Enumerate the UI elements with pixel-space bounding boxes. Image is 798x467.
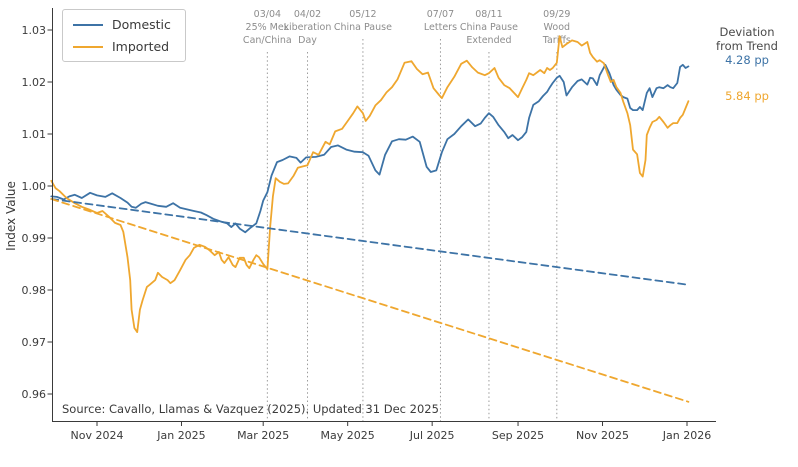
event-description-line: 25% Mex <box>245 22 290 33</box>
legend-label-domestic: Domestic <box>112 17 171 32</box>
event-date: 08/11 <box>475 9 503 20</box>
event-description-line: China Pause <box>459 22 518 33</box>
legend-item-imported: Imported <box>73 39 171 54</box>
event-date: 09/29 <box>543 9 571 20</box>
event-description-line: Liberation <box>283 22 332 33</box>
imported-line-swatch <box>73 45 103 48</box>
event-annotation-05-12: 05/12 China Pause <box>334 8 392 34</box>
event-annotation-09-29: 09/29 Wood Tariffs <box>543 8 571 47</box>
event-annotation-03-04: 03/04 25% Mex Can/China <box>243 8 292 47</box>
event-description-line: Day <box>298 35 317 46</box>
series-imported <box>50 35 690 334</box>
event-description-line: Extended <box>466 35 512 46</box>
source-note: Source: Cavallo, Llamas & Vazquez (2025)… <box>62 402 439 416</box>
event-date: 05/12 <box>349 9 377 20</box>
event-annotation-07-07: 07/07 Letters <box>424 8 457 34</box>
series-domestic <box>50 63 690 234</box>
deviation-note-line1: Deviation <box>719 25 775 39</box>
y-axis-title: Index Value <box>4 181 18 251</box>
series-domestic-trend <box>50 198 690 286</box>
event-annotation-08-11: 08/11 China Pause Extended <box>460 8 518 47</box>
legend-item-domestic: Domestic <box>73 17 171 32</box>
legend: Domestic Imported <box>62 9 186 62</box>
event-description-line: China Pause <box>333 22 392 33</box>
event-description-line: Can/China <box>242 35 292 46</box>
series-imported-trend <box>50 198 690 403</box>
event-annotation-04-02: 04/02 Liberation Day <box>284 8 332 47</box>
event-date: 07/07 <box>426 9 455 20</box>
event-description-line: Letters <box>423 22 458 33</box>
event-description-line: Tariffs <box>542 35 571 46</box>
deviation-value-domestic: 4.28 pp <box>725 53 769 67</box>
legend-label-imported: Imported <box>112 39 170 54</box>
domestic-line-swatch <box>73 23 103 26</box>
event-date: 03/04 <box>253 9 282 20</box>
event-description-line: Wood <box>543 22 571 33</box>
deviation-note-line2: from Trend <box>716 39 778 53</box>
deviation-value-imported: 5.84 pp <box>725 89 769 103</box>
event-date: 04/02 <box>293 9 322 20</box>
deviation-from-trend-note: Deviation from Trend 4.28 pp 5.84 pp <box>698 25 796 103</box>
